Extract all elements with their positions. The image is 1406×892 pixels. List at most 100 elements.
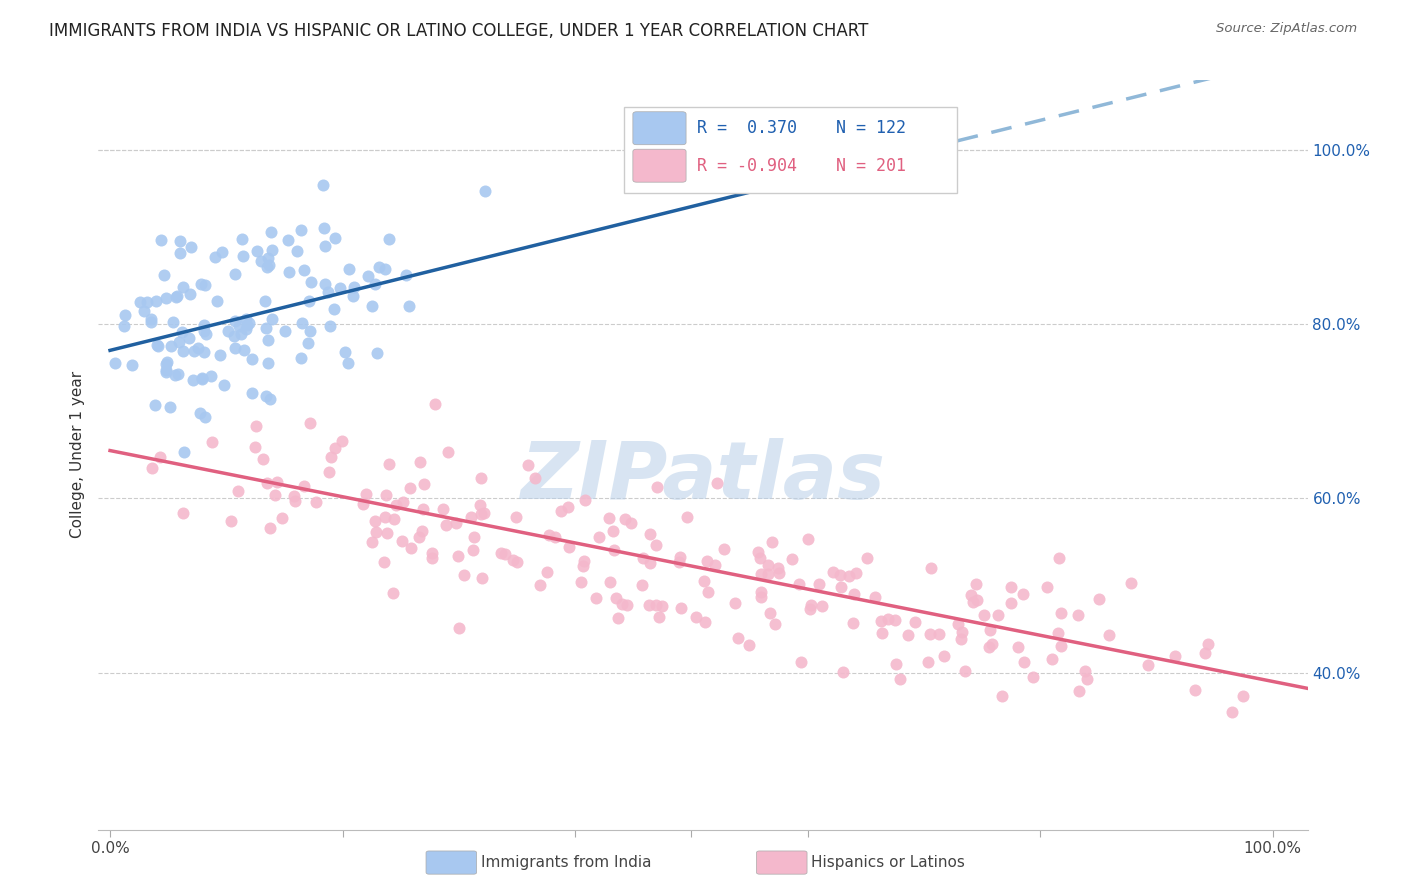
Point	[437, 445, 460, 459]
Point	[172, 280, 194, 294]
Point	[494, 547, 516, 561]
Point	[257, 252, 280, 266]
Point	[377, 232, 399, 246]
Point	[1098, 628, 1121, 642]
Point	[259, 521, 281, 535]
Point	[299, 324, 322, 338]
Point	[751, 585, 773, 599]
Point	[204, 250, 226, 264]
Point	[780, 552, 803, 566]
Point	[1047, 551, 1070, 566]
Point	[1220, 706, 1243, 720]
Point	[648, 609, 671, 624]
Point	[842, 587, 865, 601]
Point	[897, 628, 920, 642]
Point	[1194, 647, 1216, 661]
Point	[193, 318, 215, 333]
Point	[1232, 689, 1254, 703]
Point	[335, 344, 357, 359]
Point	[550, 504, 572, 518]
Point	[1040, 652, 1063, 666]
Text: R = -0.904: R = -0.904	[697, 157, 797, 175]
Point	[162, 315, 184, 329]
Point	[283, 489, 305, 503]
Point	[1184, 682, 1206, 697]
Point	[254, 389, 277, 403]
Point	[950, 632, 973, 646]
Point	[323, 302, 346, 317]
Point	[1137, 658, 1160, 673]
Point	[536, 565, 558, 579]
Point	[235, 318, 257, 332]
Point	[1011, 587, 1033, 601]
Point	[167, 368, 190, 382]
Point	[207, 294, 229, 309]
Point	[917, 655, 939, 669]
Point	[950, 625, 973, 640]
Point	[277, 233, 299, 247]
Point	[884, 657, 907, 672]
Point	[145, 294, 167, 309]
Point	[810, 599, 832, 613]
Point	[193, 345, 215, 359]
Point	[991, 690, 1014, 704]
Point	[766, 561, 789, 575]
Point	[965, 576, 987, 591]
Point	[955, 664, 977, 678]
Point	[605, 591, 627, 606]
Point	[432, 502, 454, 516]
Point	[291, 316, 314, 330]
Point	[194, 278, 217, 293]
Point	[190, 371, 212, 385]
Point	[675, 510, 697, 524]
Point	[631, 578, 654, 592]
Point	[190, 406, 212, 420]
Point	[1067, 608, 1090, 623]
Point	[155, 362, 177, 376]
Point	[149, 233, 172, 247]
Point	[502, 552, 524, 566]
Point	[253, 293, 276, 308]
Point	[181, 373, 204, 387]
Point	[727, 632, 749, 646]
Point	[474, 184, 496, 198]
Text: R =  0.370: R = 0.370	[697, 120, 797, 137]
Point	[321, 450, 343, 464]
Point	[208, 348, 231, 362]
Point	[190, 277, 212, 291]
Point	[277, 265, 299, 279]
Point	[980, 637, 1002, 651]
Point	[489, 546, 512, 560]
Point	[330, 434, 353, 449]
Point	[761, 535, 783, 549]
Point	[807, 576, 830, 591]
Point	[768, 566, 790, 580]
Point	[960, 588, 983, 602]
Text: N = 122: N = 122	[837, 120, 905, 137]
Point	[260, 225, 283, 239]
Point	[187, 341, 209, 355]
Point	[352, 497, 374, 511]
Point	[832, 665, 855, 679]
Point	[574, 492, 596, 507]
Point	[517, 458, 540, 473]
Point	[529, 577, 551, 591]
Point	[343, 280, 366, 294]
Point	[693, 615, 716, 629]
Point	[506, 555, 529, 569]
Point	[339, 262, 361, 277]
Point	[141, 315, 163, 329]
Point	[214, 377, 236, 392]
Point	[252, 452, 274, 467]
Point	[260, 312, 283, 326]
Point	[391, 534, 413, 549]
Point	[1036, 580, 1059, 594]
Point	[114, 309, 136, 323]
Point	[342, 289, 364, 303]
Point	[312, 178, 335, 192]
Point	[463, 530, 485, 544]
Point	[155, 365, 177, 379]
Point	[749, 567, 772, 582]
Point	[603, 543, 626, 558]
Point	[749, 551, 772, 566]
